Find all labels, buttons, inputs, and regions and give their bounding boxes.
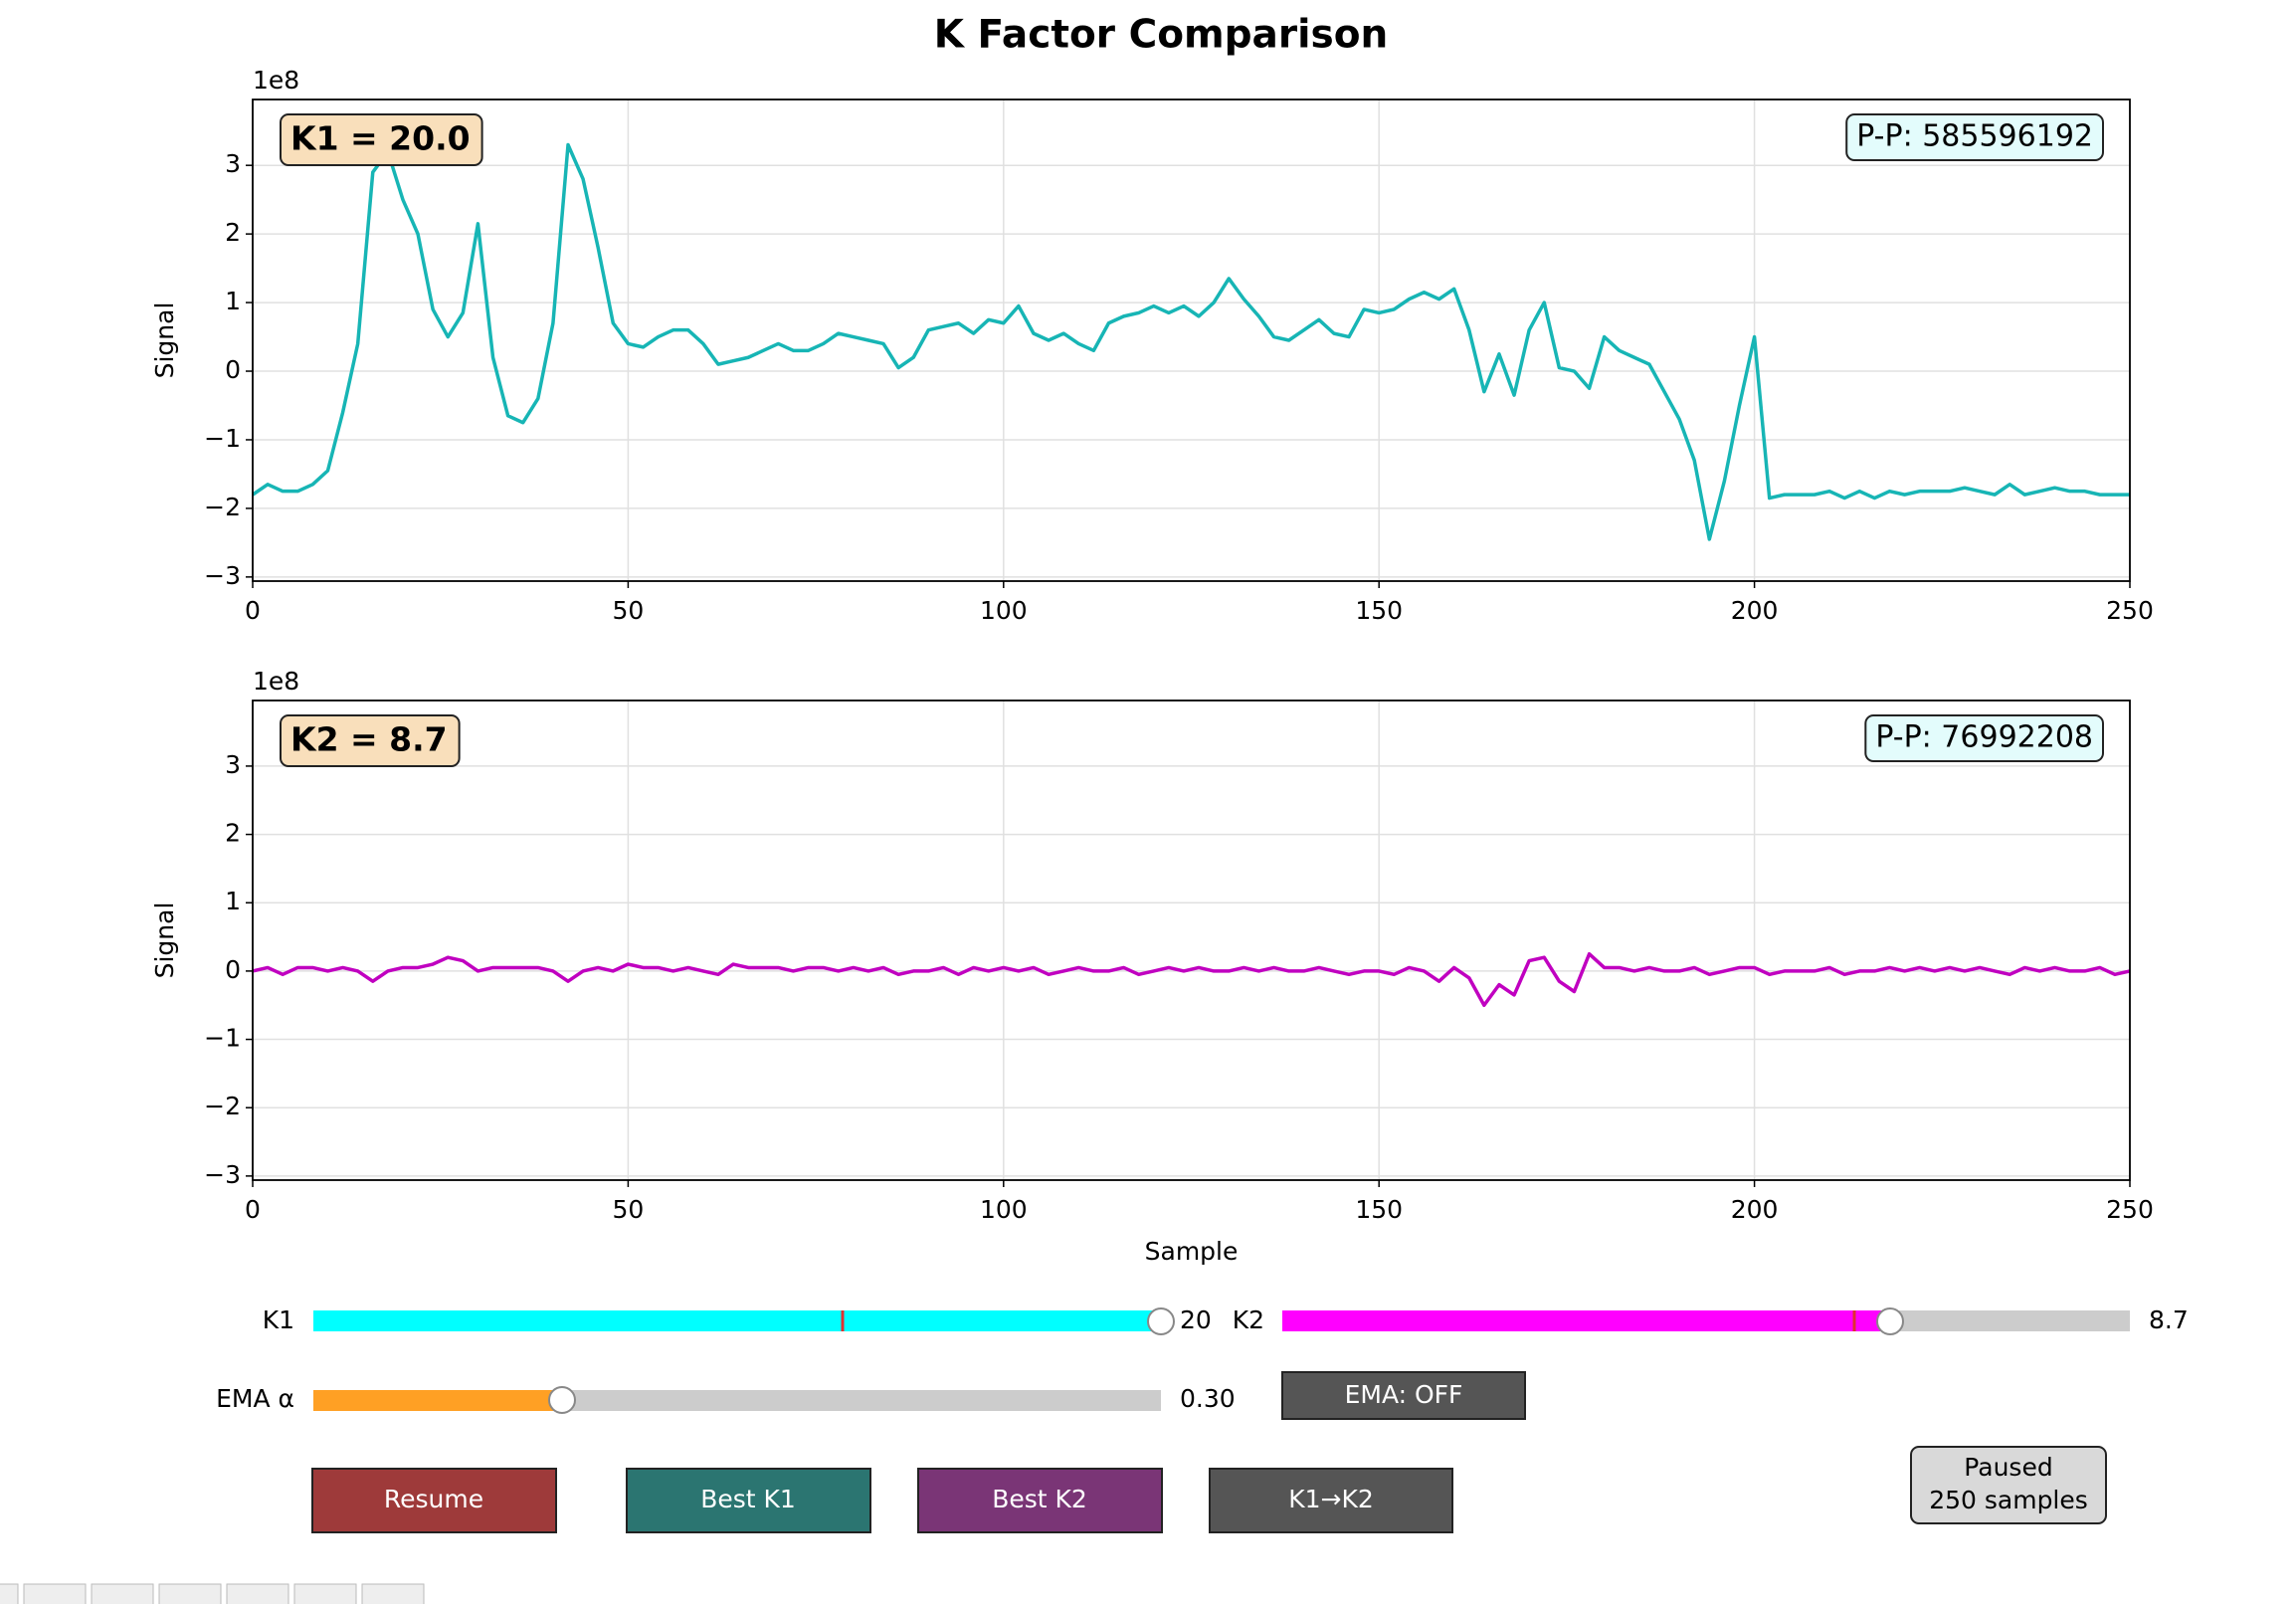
y-axis-label: Signal (150, 302, 179, 379)
slider-fill (313, 1310, 1161, 1331)
x-tick-label: 250 (2106, 1195, 2154, 1224)
slider-fill (313, 1390, 562, 1411)
best-k2-button[interactable]: Best K2 (917, 1468, 1163, 1533)
x-tick-label: 0 (245, 1195, 261, 1224)
offset-label: 1e8 (253, 667, 299, 696)
y-tick-label: −3 (204, 1160, 241, 1189)
k-badge-box (280, 113, 483, 166)
x-tick-label: 200 (1731, 596, 1779, 625)
button-bg (1209, 1468, 1453, 1533)
y-tick-label: 3 (225, 149, 241, 178)
y-axis-label: Signal (150, 902, 179, 979)
toolbar-button[interactable] (158, 1583, 222, 1604)
best-k1-button[interactable]: Best K1 (626, 1468, 871, 1533)
x-tick-label: 250 (2106, 596, 2154, 625)
x-axis-label: Sample (1145, 1237, 1239, 1266)
y-tick-label: −2 (204, 1092, 241, 1120)
ema-toggle-button[interactable]: EMA: OFF (1281, 1371, 1526, 1420)
y-tick-label: 1 (225, 887, 241, 915)
peak-to-peak-text: P-P: 76992208 (1875, 720, 2093, 755)
status-box: Paused 250 samples (1910, 1446, 2107, 1524)
x-tick-label: 0 (245, 596, 261, 625)
button-label: K1→K2 (1288, 1485, 1374, 1513)
button-label: Best K1 (700, 1485, 796, 1513)
slider-ema[interactable] (313, 1386, 1161, 1414)
toolbar-button[interactable] (91, 1583, 154, 1604)
slider-knob[interactable] (1147, 1307, 1175, 1335)
y-tick-label: 1 (225, 287, 241, 315)
toolbar-button[interactable] (293, 1583, 357, 1604)
toolbar-button[interactable] (0, 1583, 19, 1604)
toolbar-button[interactable] (361, 1583, 425, 1604)
plot-frame (252, 99, 2131, 582)
toolbar-button[interactable] (23, 1583, 87, 1604)
slider-value: 0.30 (1180, 1384, 1236, 1413)
button-label: EMA: OFF (1345, 1380, 1463, 1409)
k-badge-text: K1 = 20.0 (290, 119, 471, 158)
status-text: Paused (1964, 1453, 2052, 1482)
peak-to-peak-box (1845, 113, 2104, 161)
toolbar-button[interactable] (226, 1583, 289, 1604)
resume-button[interactable]: Resume (311, 1468, 557, 1533)
button-label: Best K2 (992, 1485, 1087, 1513)
y-tick-label: −1 (204, 424, 241, 453)
button-bg (917, 1468, 1163, 1533)
x-tick-label: 200 (1731, 1195, 1779, 1224)
x-tick-label: 50 (612, 596, 644, 625)
y-tick-label: 2 (225, 218, 241, 247)
toolbar (0, 1583, 425, 1604)
k1-to-k2-button[interactable]: K1→K2 (1209, 1468, 1453, 1533)
slider-knob[interactable] (1876, 1307, 1904, 1335)
status-text: 250 samples (1929, 1486, 2088, 1514)
button-label: Resume (384, 1485, 483, 1513)
x-tick-label: 150 (1355, 596, 1403, 625)
y-tick-label: 3 (225, 750, 241, 779)
y-tick-label: 2 (225, 819, 241, 848)
x-tick-label: 150 (1355, 1195, 1403, 1224)
series-line (252, 142, 2130, 541)
slider-k1[interactable] (313, 1307, 1175, 1335)
y-tick-label: 0 (225, 955, 241, 984)
slider-knob[interactable] (548, 1386, 576, 1414)
y-tick-label: −2 (204, 493, 241, 521)
slider-value: 20 (1180, 1305, 1212, 1334)
x-tick-label: 100 (980, 596, 1028, 625)
button-bg (626, 1468, 871, 1533)
k-badge-text: K2 = 8.7 (290, 720, 448, 759)
status-bg (1910, 1446, 2107, 1524)
figure-title: K Factor Comparison (934, 13, 1389, 58)
y-tick-label: 0 (225, 355, 241, 384)
offset-label: 1e8 (253, 66, 299, 95)
y-tick-label: −3 (204, 561, 241, 590)
peak-to-peak-text: P-P: 585596192 (1856, 119, 2093, 154)
button-bg (1281, 1371, 1526, 1420)
peak-to-peak-box (1864, 714, 2104, 762)
series-line (252, 951, 2131, 1007)
slider-label: K2 (1233, 1305, 1264, 1334)
y-tick-label: −1 (204, 1024, 241, 1053)
slider-value: 8.7 (2149, 1305, 2189, 1334)
k-badge-box (280, 714, 461, 767)
x-tick-label: 100 (980, 1195, 1028, 1224)
button-bg (311, 1468, 557, 1533)
slider-label: K1 (263, 1305, 294, 1334)
slider-label: EMA α (216, 1384, 294, 1413)
slider-fill (1282, 1310, 1890, 1331)
slider-k2[interactable] (1282, 1307, 2130, 1335)
x-tick-label: 50 (612, 1195, 644, 1224)
plot-frame (252, 700, 2131, 1181)
